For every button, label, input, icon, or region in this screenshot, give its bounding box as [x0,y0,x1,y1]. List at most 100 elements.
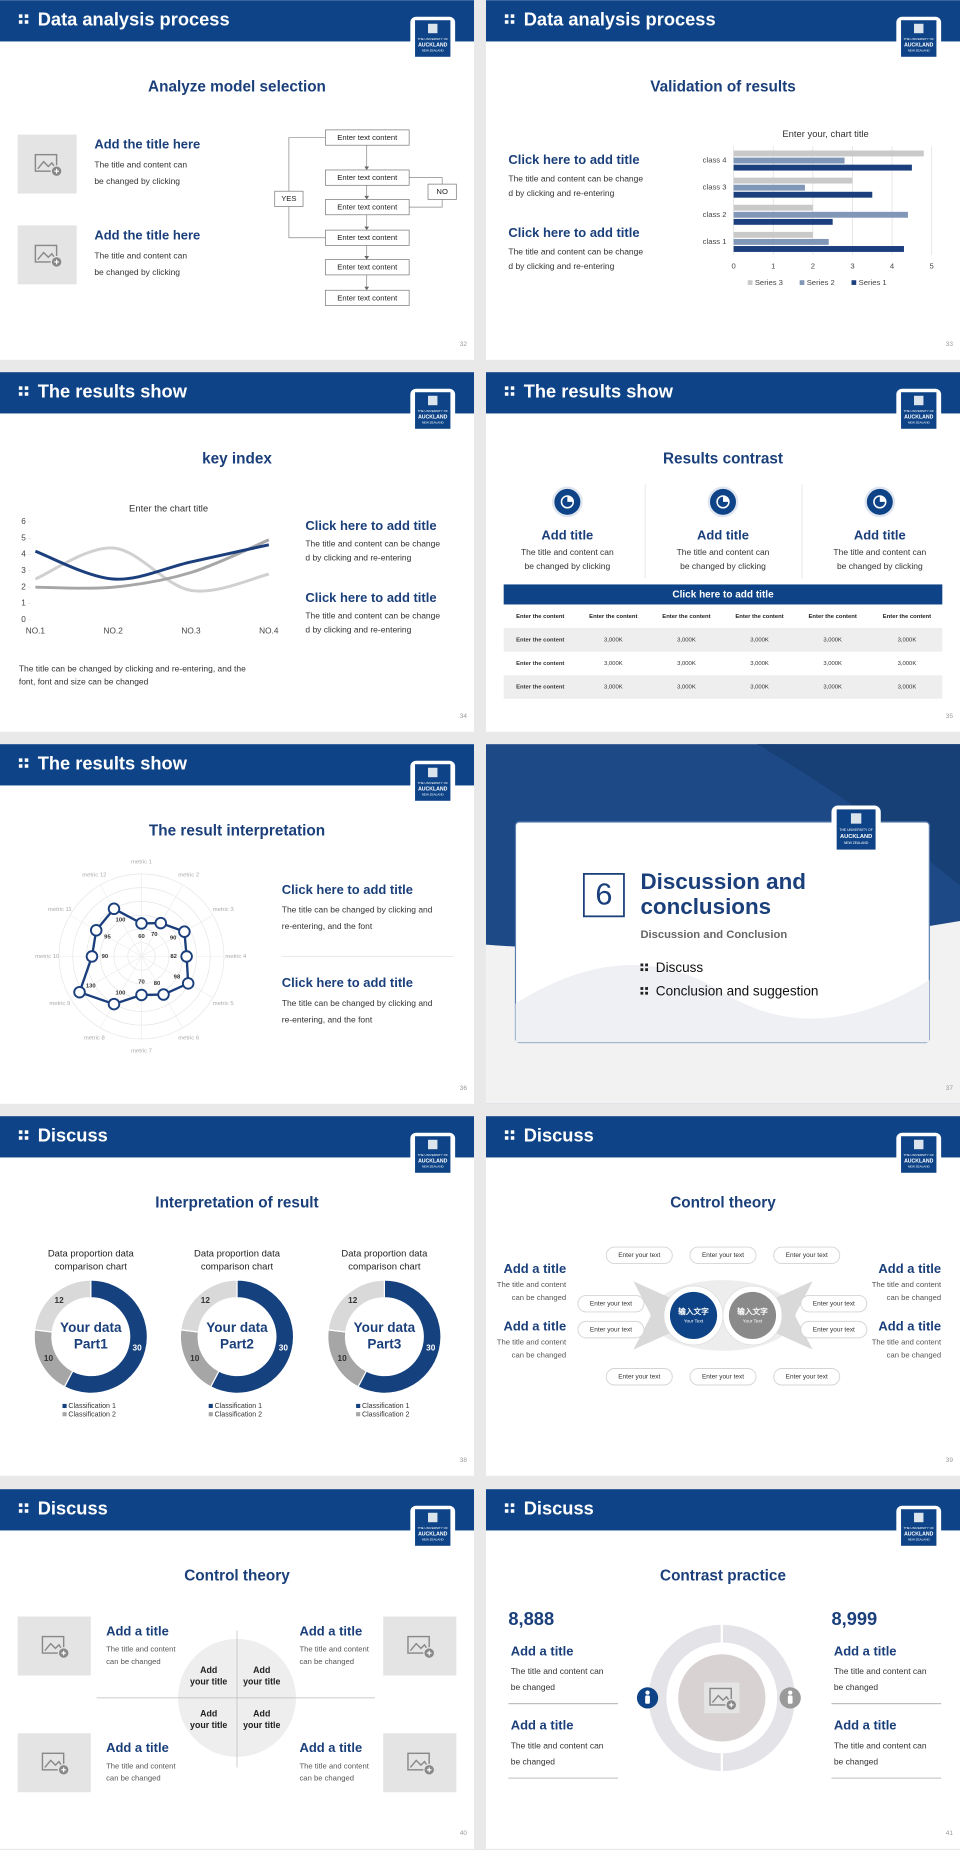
flow-box [325,199,410,216]
logo-text: THE UNIVERSITY OF [839,828,872,832]
image-icon [407,1752,430,1771]
item-text: The title and content [497,1338,567,1347]
node-label: 输入文字 [737,1306,768,1316]
pill-text: Enter your text [786,1252,828,1259]
flow-box [325,129,410,146]
donut-segment [327,1279,385,1333]
table-cell: 3,000K [677,661,696,667]
radar-point [181,977,195,990]
bullet-dot [510,1130,515,1134]
header-title: Discuss [524,1498,594,1519]
connector [409,177,443,185]
bullet-dot [18,1136,23,1140]
value-label: 90 [170,936,177,942]
header-bar [486,372,960,414]
value-label: 60 [138,934,145,940]
radar-axis-label: metric 8 [84,1036,106,1042]
node-label: Your Text [684,1319,704,1324]
bullet-dot [18,758,23,762]
bullet-dot [640,963,644,967]
header-title: Discuss [38,1498,108,1519]
flow-label: YES [281,194,296,203]
legend-swatch [851,280,857,285]
y-tick-label: 5 [21,533,26,542]
chart-title: Enter your, chart title [782,128,868,139]
logo-crest [428,767,438,778]
legend-swatch [356,1412,361,1417]
connector [288,137,326,192]
legend-label: Classification 2 [68,1411,116,1418]
quadrant-label: Add [200,1665,217,1675]
bar [733,211,908,218]
bar [733,177,853,184]
table-caption-bar [503,584,943,605]
item-text: be changed [511,1756,556,1766]
header-title: The results show [524,381,674,402]
bar [733,164,912,171]
logo-crest [914,1512,924,1523]
chart-title: Enter the chart title [129,502,208,513]
chart-title: comparison chart [348,1261,421,1272]
radar-axis-label: metric 10 [35,954,60,960]
image-icon [409,1759,428,1768]
page-number: 33 [946,341,954,348]
radar-axis-label: metric 3 [213,907,235,913]
bullet-dot [510,1136,515,1140]
header-bar [0,744,474,786]
logo-text: THE UNIVERSITY OF [418,1153,448,1157]
page-number: 38 [460,1457,468,1464]
item-text: The title and content [872,1338,942,1347]
image-icon [711,1694,730,1704]
flow-box [274,190,304,207]
flow-box [325,169,410,186]
image-placeholder [17,225,77,285]
logo-text: NEW ZEALAND [908,1165,931,1169]
value-label: 100 [116,918,127,924]
y-tick-label: 6 [21,517,26,526]
logo-text: THE UNIVERSITY OF [904,409,934,413]
bullet-dot [24,386,29,390]
bar [733,238,829,245]
flow-label: NO [436,187,448,196]
item-text: The title and content [299,1645,369,1654]
value-label: 30 [426,1343,436,1352]
arrow-shape [633,1281,681,1350]
item-title: Add a title [106,1740,169,1755]
item-text: The title and content can [94,159,187,169]
radar-axis-label: metric 12 [82,872,106,878]
quadrant-label: Add [200,1709,217,1719]
logo-text: NEW ZEALAND [422,1165,445,1169]
item-text: can be changed [512,1293,567,1302]
table-caption: Click here to add title [672,590,774,601]
connector [288,206,326,239]
person-icon [645,1695,650,1704]
value-label: 10 [338,1354,348,1363]
radar-spoke [141,914,214,957]
flow-box [427,183,457,200]
bullet-dot [504,386,509,390]
donut-center: Part2 [220,1337,254,1352]
item-text: The title and content can be change [305,610,440,620]
slide-title: The result interpretation [149,822,325,839]
item-text: can be changed [887,1351,942,1360]
item-text: The title and content [106,1761,176,1770]
y-tick-label: 0 [21,615,26,624]
radar-point [135,917,148,930]
bullet-dot [24,764,29,768]
flow-box [325,259,410,276]
item-text: The title and content [872,1280,942,1289]
stat-number: 8,888 [508,1608,554,1629]
slide: The results show THE UNIVERSITY OFAUCKLAN… [486,372,960,732]
item-text: can be changed [299,1657,354,1666]
image-icon [709,1687,732,1706]
bullet-dot [510,392,515,396]
image-placeholder [17,1733,91,1793]
note-text: font, font and size can be changed [19,677,149,687]
legend-swatch [799,280,805,285]
pill [800,1294,868,1313]
column-text: be changed by clicking [525,561,611,571]
